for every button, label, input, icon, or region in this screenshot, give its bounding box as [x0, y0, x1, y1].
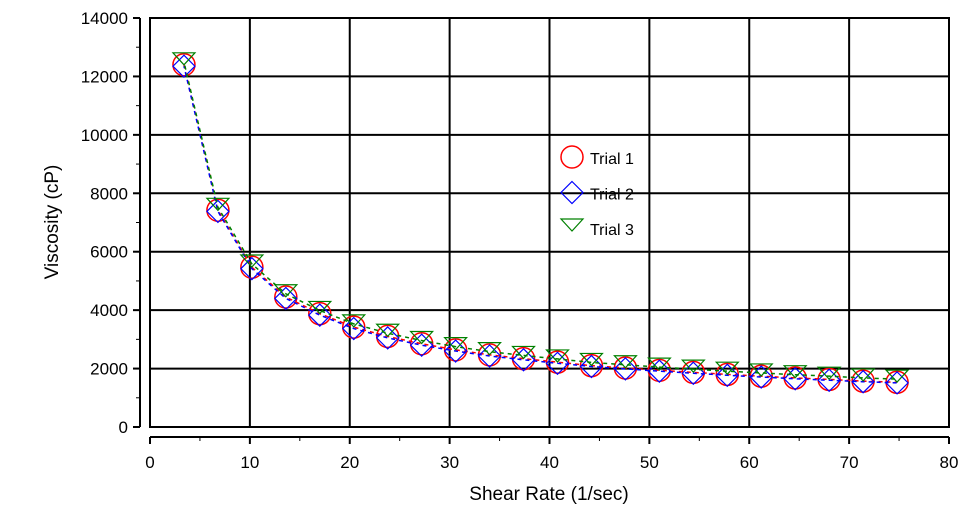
- data-point: [477, 342, 502, 356]
- data-point: [409, 333, 434, 358]
- data-point: [680, 359, 706, 374]
- series-line: [183, 66, 898, 384]
- data-point: [816, 366, 842, 381]
- y-tick-label: 10000: [81, 126, 128, 145]
- y-tick-label: 14000: [81, 9, 128, 28]
- x-tick-label: 60: [740, 453, 759, 472]
- series-3: [171, 52, 910, 383]
- legend-marker: [560, 180, 584, 205]
- series-line: [183, 64, 898, 384]
- x-tick-label: 0: [145, 453, 154, 472]
- legend: Trial 1 Trial 2 Trial 3: [559, 145, 634, 239]
- x-tick-label: 70: [840, 453, 859, 472]
- legend-label: Trial 1: [590, 151, 634, 168]
- x-tick-label: 80: [940, 453, 959, 472]
- data-point: [205, 197, 231, 212]
- y-tick-label: 12000: [81, 67, 128, 86]
- data-point: [375, 323, 401, 338]
- data-point: [681, 360, 706, 385]
- data-point: [749, 365, 774, 389]
- legend-marker: [560, 145, 584, 169]
- data-point: [308, 301, 332, 326]
- data-point: [579, 353, 604, 378]
- data-point: [341, 315, 366, 339]
- series-1: [172, 52, 909, 395]
- y-tick-label: 6000: [90, 243, 128, 262]
- data-point: [782, 365, 808, 379]
- data-point: [443, 338, 468, 362]
- data-point: [545, 349, 570, 363]
- axes: 0 2000 4000 6000 8000 10000 12000 14000 0 10 20 30 4…: [81, 9, 959, 472]
- y-tick-label: 2000: [90, 360, 128, 379]
- series-2: [172, 54, 909, 395]
- data-point: [783, 366, 808, 391]
- legend-marker: [559, 218, 585, 232]
- data-point: [714, 361, 740, 376]
- x-tick-label: 10: [240, 453, 259, 472]
- data-point: [443, 337, 468, 351]
- data-point: [239, 254, 265, 268]
- data-point: [341, 314, 367, 328]
- y-tick-label: 0: [119, 418, 128, 437]
- series-line: [183, 61, 898, 380]
- data-point: [375, 324, 400, 349]
- x-tick-label: 50: [640, 453, 659, 472]
- data-point: [545, 350, 570, 374]
- x-tick-label: 30: [440, 453, 459, 472]
- data-point: [240, 256, 264, 281]
- data-point: [341, 316, 366, 341]
- legend-label: Trial 2: [590, 187, 634, 204]
- data-point: [206, 198, 230, 222]
- data-point: [715, 362, 740, 387]
- y-axis-label: Viscosity (cP): [42, 165, 63, 280]
- x-axis-label: Shear Rate (1/sec): [469, 484, 628, 505]
- data-point: [748, 363, 774, 377]
- data-point: [240, 255, 264, 279]
- data-point: [171, 52, 197, 66]
- data-point: [646, 357, 672, 371]
- data-point: [409, 330, 435, 345]
- data-point: [172, 52, 196, 77]
- data-point: [613, 357, 638, 381]
- data-point: [273, 284, 299, 298]
- data-point: [206, 199, 230, 224]
- data-point: [477, 344, 502, 368]
- y-tick-label: 4000: [90, 301, 128, 320]
- series-layer: [171, 52, 910, 395]
- data-point: [409, 331, 434, 356]
- data-point: [307, 300, 333, 315]
- data-point: [511, 347, 536, 372]
- x-tick-label: 40: [540, 453, 559, 472]
- x-tick-label: 20: [340, 453, 359, 472]
- data-point: [884, 369, 910, 383]
- data-point: [375, 326, 400, 350]
- data-point: [172, 54, 196, 79]
- data-point: [273, 286, 298, 311]
- data-point: [850, 368, 876, 382]
- data-point: [307, 303, 332, 327]
- grid: [150, 18, 949, 427]
- data-point: [579, 352, 604, 367]
- y-tick-label: 8000: [90, 184, 128, 203]
- data-point: [817, 367, 841, 392]
- data-point: [511, 345, 536, 360]
- data-point: [647, 359, 672, 384]
- data-point: [613, 355, 638, 369]
- legend-label: Trial 3: [590, 222, 634, 239]
- data-point: [274, 285, 298, 309]
- data-point: [885, 371, 909, 395]
- plot-frame: [149, 17, 950, 428]
